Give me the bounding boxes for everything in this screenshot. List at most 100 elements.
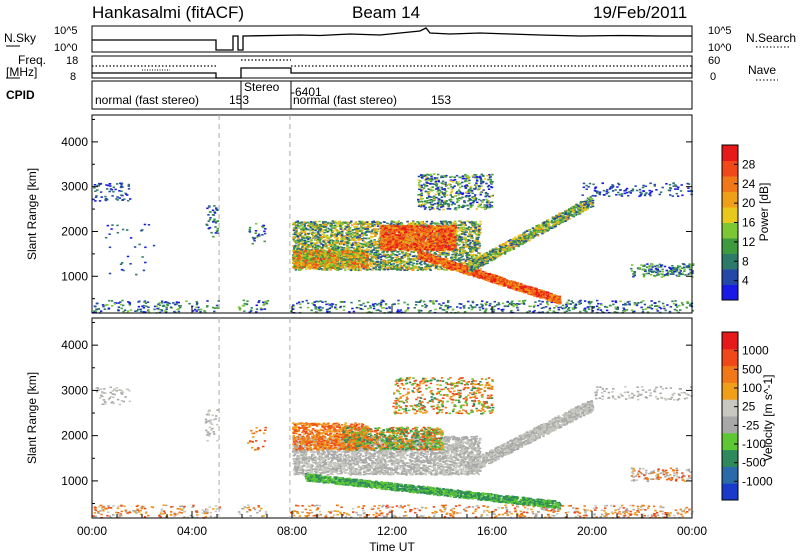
power-echo — [511, 300, 514, 303]
power-echo — [605, 309, 609, 312]
power-echo — [625, 309, 629, 311]
power-echo — [420, 244, 423, 246]
power-echo — [413, 307, 416, 309]
power-echo — [370, 236, 373, 239]
power-echo — [567, 307, 571, 309]
power-echo — [375, 251, 379, 253]
power-echo — [336, 242, 339, 244]
power-echo — [319, 237, 322, 240]
power-echo — [325, 237, 329, 240]
power-echo — [317, 300, 320, 303]
power-echo — [255, 304, 258, 307]
power-echo — [685, 306, 688, 309]
power-echo — [469, 249, 473, 252]
power-echo — [370, 230, 374, 233]
power-echo — [460, 303, 463, 305]
power-echo — [385, 260, 389, 263]
power-echo — [510, 309, 513, 312]
power-echo — [346, 221, 349, 224]
power-echo — [488, 304, 491, 307]
power-echo — [379, 265, 382, 267]
power-echo — [492, 309, 496, 311]
power-echo — [435, 229, 438, 231]
power-echo — [464, 238, 467, 241]
power-echo — [330, 248, 334, 251]
power-echo — [109, 185, 112, 187]
power-echo — [413, 232, 416, 234]
power-echo — [420, 261, 423, 263]
power-echo — [469, 227, 473, 230]
power-echo — [261, 234, 264, 236]
power-echo — [528, 310, 531, 312]
power-echo — [264, 301, 268, 304]
power-echo — [467, 226, 471, 228]
power-echo — [642, 300, 645, 302]
power-echo — [405, 243, 409, 246]
power-echo — [397, 260, 400, 263]
power-echo — [429, 309, 432, 312]
power-echo — [463, 310, 467, 313]
power-echo — [422, 267, 425, 270]
power-echo — [195, 303, 199, 306]
power-echo — [369, 258, 372, 261]
power-echo — [460, 252, 463, 254]
power-echo — [374, 268, 378, 271]
power-echo — [463, 261, 467, 264]
power-echo — [441, 250, 445, 253]
power-echo — [450, 241, 453, 243]
power-echo — [334, 226, 337, 228]
power-echo — [334, 227, 337, 229]
power-echo — [292, 265, 295, 268]
power-echo — [164, 301, 168, 303]
power-echo — [613, 311, 617, 313]
power-echo — [347, 248, 350, 251]
power-echo — [675, 309, 679, 312]
power-echo — [378, 245, 381, 247]
power-echo — [401, 261, 404, 263]
power-echo — [374, 251, 377, 254]
power-echo — [373, 247, 376, 249]
power-echo — [140, 229, 143, 232]
power-echo — [658, 306, 661, 309]
power-echo — [458, 257, 461, 259]
power-echo — [408, 268, 411, 270]
power-echo — [559, 306, 562, 309]
power-echo — [418, 309, 421, 312]
power-echo — [103, 308, 107, 310]
power-echo — [372, 260, 375, 263]
power-echo — [124, 192, 127, 195]
power-echo — [464, 252, 468, 254]
power-echo — [333, 245, 336, 248]
power-echo — [408, 230, 412, 232]
power-echo — [498, 303, 501, 306]
power-echo — [402, 240, 405, 242]
power-echo — [363, 232, 367, 235]
power-echo — [173, 310, 176, 313]
power-echo — [179, 306, 182, 309]
power-echo — [160, 309, 164, 312]
power-echo — [375, 262, 379, 265]
power-echo — [317, 244, 320, 247]
power-echo — [121, 228, 125, 231]
power-echo — [258, 300, 261, 302]
power-echo — [396, 255, 400, 258]
power-echo — [406, 255, 409, 257]
power-echo — [384, 245, 388, 247]
power-echo — [395, 254, 399, 256]
power-echo — [263, 303, 266, 305]
power-echo — [418, 240, 421, 243]
power-echo — [579, 310, 582, 313]
power-echo — [614, 301, 618, 304]
power-echo — [334, 224, 337, 227]
power-echo — [367, 249, 371, 251]
power-echo — [358, 304, 361, 306]
power-echo — [310, 241, 313, 243]
power-echo — [406, 303, 409, 306]
power-echo — [399, 231, 403, 234]
power-echo — [338, 234, 341, 236]
power-echo — [347, 238, 350, 241]
power-echo — [454, 239, 457, 242]
power-echo — [382, 265, 385, 267]
power-echo — [416, 246, 419, 249]
power-echo — [329, 228, 332, 231]
